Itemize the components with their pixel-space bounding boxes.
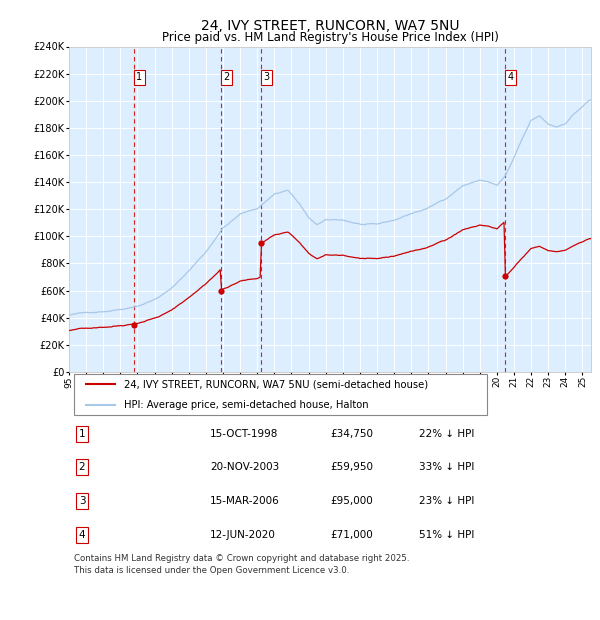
- Text: 33% ↓ HPI: 33% ↓ HPI: [419, 463, 474, 472]
- Text: 1: 1: [136, 73, 143, 82]
- Text: 23% ↓ HPI: 23% ↓ HPI: [419, 496, 474, 506]
- Text: 51% ↓ HPI: 51% ↓ HPI: [419, 529, 474, 539]
- Text: 15-MAR-2006: 15-MAR-2006: [210, 496, 280, 506]
- Text: 12-JUN-2020: 12-JUN-2020: [210, 529, 276, 539]
- Text: HPI: Average price, semi-detached house, Halton: HPI: Average price, semi-detached house,…: [124, 400, 368, 410]
- Bar: [74, 374, 487, 415]
- Text: 4: 4: [507, 73, 513, 82]
- Text: £34,750: £34,750: [330, 428, 373, 439]
- Text: 2: 2: [224, 73, 230, 82]
- Text: Contains HM Land Registry data © Crown copyright and database right 2025.
This d: Contains HM Land Registry data © Crown c…: [74, 554, 410, 575]
- Text: 3: 3: [263, 73, 269, 82]
- Text: 22% ↓ HPI: 22% ↓ HPI: [419, 428, 474, 439]
- Text: £59,950: £59,950: [330, 463, 373, 472]
- Text: 2: 2: [79, 463, 85, 472]
- Text: 20-NOV-2003: 20-NOV-2003: [210, 463, 279, 472]
- Text: 3: 3: [79, 496, 85, 506]
- Text: £71,000: £71,000: [330, 529, 373, 539]
- Text: 4: 4: [79, 529, 85, 539]
- Text: 24, IVY STREET, RUNCORN, WA7 5NU (semi-detached house): 24, IVY STREET, RUNCORN, WA7 5NU (semi-d…: [124, 379, 428, 389]
- Text: Price paid vs. HM Land Registry's House Price Index (HPI): Price paid vs. HM Land Registry's House …: [161, 31, 499, 43]
- Text: 15-OCT-1998: 15-OCT-1998: [210, 428, 278, 439]
- Text: 1: 1: [79, 428, 85, 439]
- Text: 24, IVY STREET, RUNCORN, WA7 5NU: 24, IVY STREET, RUNCORN, WA7 5NU: [201, 19, 459, 33]
- Text: £95,000: £95,000: [330, 496, 373, 506]
